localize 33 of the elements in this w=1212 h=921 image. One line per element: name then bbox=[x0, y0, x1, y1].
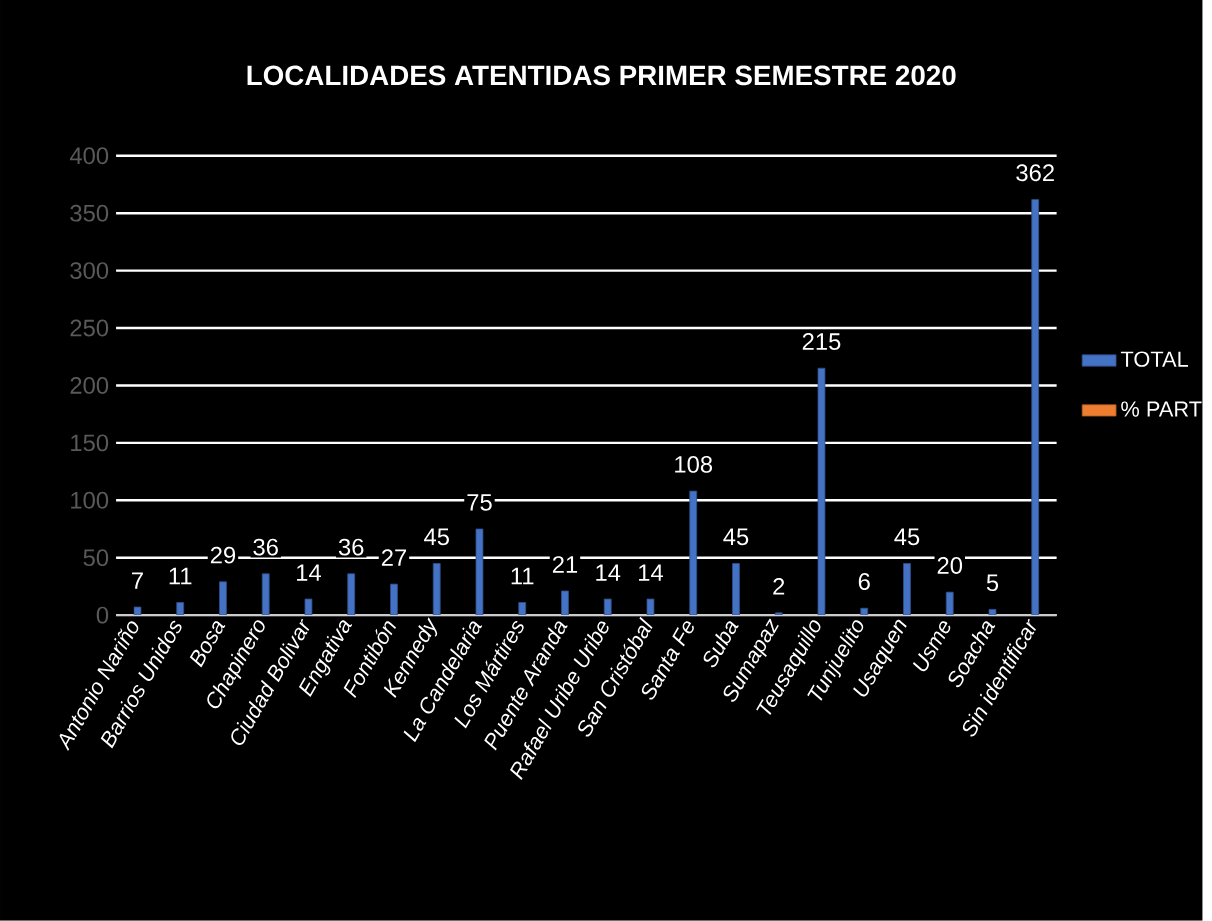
data-label: 6 bbox=[858, 573, 870, 591]
data-label: 14 bbox=[596, 564, 621, 581]
y-tick-label: 350 bbox=[70, 204, 109, 222]
data-label: 108 bbox=[675, 456, 713, 473]
y-tick-label: 300 bbox=[70, 262, 109, 280]
data-label: 14 bbox=[297, 564, 321, 581]
data-label: 75 bbox=[467, 494, 492, 511]
data-label: 5 bbox=[986, 574, 999, 592]
y-tick-label: 150 bbox=[71, 434, 109, 452]
data-label: 2 bbox=[773, 578, 785, 595]
data-label: 45 bbox=[723, 528, 749, 546]
y-tick-label: 100 bbox=[71, 492, 109, 509]
data-label: 36 bbox=[253, 538, 278, 556]
y-tick-label: 250 bbox=[70, 319, 109, 337]
data-label: 36 bbox=[338, 538, 364, 556]
legend-label: % PART bbox=[1121, 401, 1202, 417]
data-label: 7 bbox=[132, 572, 143, 589]
data-label: 45 bbox=[424, 528, 449, 546]
y-tick-label: 400 bbox=[69, 147, 109, 165]
data-label: 21 bbox=[552, 556, 578, 573]
data-label: 45 bbox=[894, 528, 920, 546]
data-label: 215 bbox=[802, 333, 841, 351]
y-tick-label: 50 bbox=[83, 549, 109, 567]
data-label: 11 bbox=[511, 568, 534, 585]
data-label: 27 bbox=[381, 549, 407, 567]
chart-title: LOCALIDADES ATENTIDAS PRIMER SEMESTRE 2020 bbox=[247, 65, 956, 86]
data-label: 11 bbox=[169, 568, 192, 585]
data-label: 20 bbox=[937, 557, 963, 575]
data-label: 14 bbox=[639, 564, 664, 581]
y-tick-label: 200 bbox=[70, 377, 109, 395]
data-label: 29 bbox=[210, 546, 236, 564]
legend-label: TOTAL bbox=[1120, 351, 1189, 368]
data-label: 362 bbox=[1016, 164, 1054, 182]
